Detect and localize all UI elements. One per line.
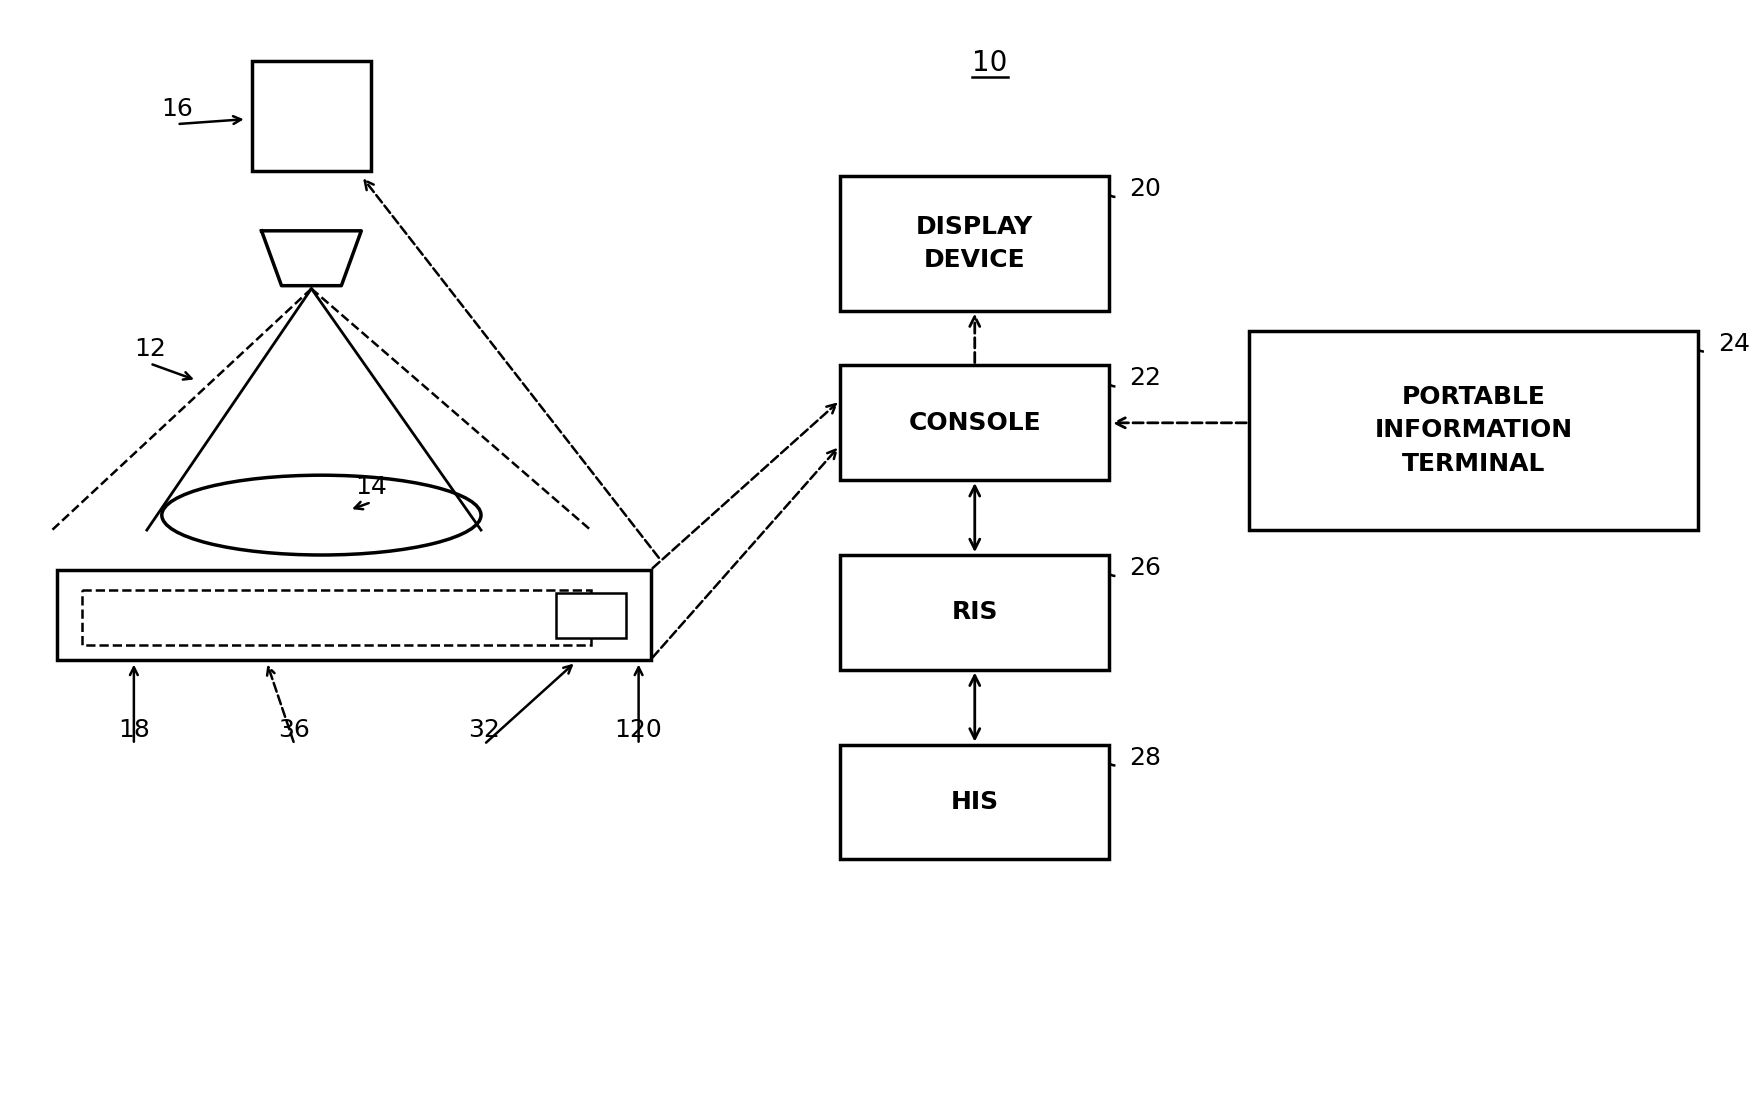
Text: PORTABLE
INFORMATION
TERMINAL: PORTABLE INFORMATION TERMINAL [1375,384,1573,475]
Text: 24: 24 [1718,331,1749,356]
Bar [840,176,1109,310]
Text: 28: 28 [1130,746,1162,770]
Bar [840,555,1109,669]
Polygon shape [262,230,361,286]
Text: 120: 120 [614,718,662,741]
Text: 18: 18 [118,718,150,741]
Bar [56,570,651,659]
Text: 16: 16 [160,98,192,121]
Bar [1250,330,1698,530]
Bar [840,366,1109,480]
Text: RIS: RIS [952,601,998,624]
Text: 20: 20 [1130,177,1162,201]
Text: 32: 32 [468,718,500,741]
Text: 36: 36 [278,718,310,741]
Bar [556,593,625,638]
Text: 10: 10 [972,49,1007,78]
Text: HIS: HIS [950,790,1000,814]
Bar [840,745,1109,859]
Text: 14: 14 [356,475,387,500]
Text: CONSOLE: CONSOLE [908,411,1042,434]
Bar [252,61,371,171]
Bar [83,589,591,645]
Text: 12: 12 [134,337,165,360]
Text: DISPLAY
DEVICE: DISPLAY DEVICE [917,215,1033,273]
Text: 26: 26 [1130,556,1162,579]
Text: 22: 22 [1130,367,1162,390]
